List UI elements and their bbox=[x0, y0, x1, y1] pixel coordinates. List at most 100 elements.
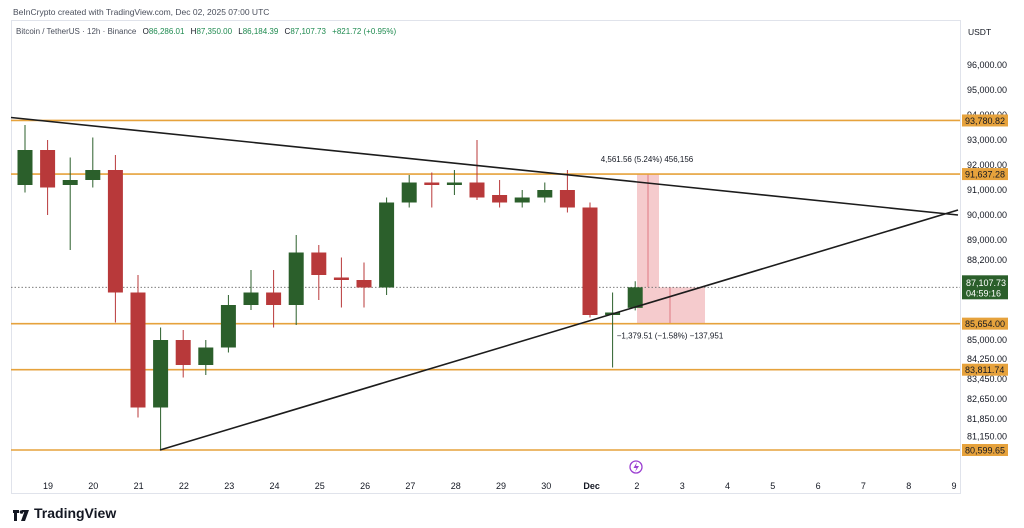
price-tick-label: 84,250.00 bbox=[967, 354, 1007, 364]
change-value: +821.72 (+0.95%) bbox=[332, 27, 397, 36]
descending-trendline bbox=[10, 116, 959, 216]
lightning-bolt-icon bbox=[633, 462, 639, 472]
level-price-label: 83,811.74 bbox=[965, 365, 1004, 375]
x-axis-label: 30 bbox=[541, 481, 551, 491]
level-price-label: 91,637.28 bbox=[965, 170, 1005, 180]
price-tick-label: 85,000.00 bbox=[967, 335, 1007, 345]
x-axis-label: 3 bbox=[680, 481, 685, 491]
tradingview-logo-icon bbox=[13, 507, 29, 521]
level-price-tag bbox=[962, 363, 1008, 376]
x-axis-label: 26 bbox=[360, 481, 370, 491]
low-label: L bbox=[238, 27, 243, 36]
candle-body bbox=[424, 182, 440, 185]
brand-name: TradingView bbox=[34, 505, 117, 521]
level-price-tag bbox=[962, 114, 1008, 127]
candle-body bbox=[62, 180, 78, 185]
low-value: 86,184.39 bbox=[242, 27, 279, 36]
open-label: O bbox=[142, 27, 149, 36]
symbol-legend: Bitcoin / TetherUS · 12h · Binance O86,2… bbox=[16, 27, 396, 36]
candle-body bbox=[175, 340, 191, 365]
level-price-label: 93,780.82 bbox=[965, 116, 1005, 126]
high-value: 87,350.00 bbox=[196, 27, 233, 36]
price-tick-label: 81,850.00 bbox=[967, 414, 1007, 424]
price-tick-label: 81,150.00 bbox=[967, 431, 1007, 441]
x-axis-label: 24 bbox=[269, 481, 279, 491]
candle-body bbox=[627, 287, 643, 308]
candle-body bbox=[379, 202, 395, 288]
price-tick-label: 92,000.00 bbox=[967, 160, 1007, 170]
x-axis-label: 25 bbox=[315, 481, 325, 491]
x-axis-label: 4 bbox=[725, 481, 730, 491]
level-price-tag bbox=[962, 168, 1008, 181]
candle-body bbox=[243, 292, 259, 305]
price-tick-label: 95,000.00 bbox=[967, 85, 1007, 95]
high-label: H bbox=[190, 27, 197, 36]
lower-measure-box bbox=[637, 287, 705, 324]
candle-body bbox=[107, 170, 123, 293]
x-axis-label: 2 bbox=[634, 481, 639, 491]
candle-body bbox=[220, 305, 236, 348]
x-axis-label: 23 bbox=[224, 481, 234, 491]
level-price-label: 85,654.00 bbox=[965, 319, 1005, 329]
current-price-tag bbox=[962, 275, 1008, 300]
candle-body bbox=[514, 197, 530, 203]
price-tick-label: 88,200.00 bbox=[967, 255, 1007, 265]
close-label: C bbox=[284, 27, 291, 36]
candle-body bbox=[582, 207, 598, 315]
candle-body bbox=[198, 347, 214, 365]
event-lightning-icon bbox=[629, 460, 643, 474]
candle-body bbox=[537, 190, 553, 198]
level-price-tag bbox=[962, 317, 1008, 330]
level-price-label: 80,599.65 bbox=[965, 446, 1005, 456]
chart-frame bbox=[11, 20, 961, 494]
candle-body bbox=[469, 182, 485, 198]
tradingview-logo: TradingView bbox=[13, 505, 116, 521]
x-axis-label: 21 bbox=[134, 481, 144, 491]
x-axis-label: 7 bbox=[861, 481, 866, 491]
currency-label[interactable]: USDT bbox=[968, 27, 992, 37]
price-tick-label: 82,650.00 bbox=[967, 394, 1007, 404]
candle-body bbox=[446, 182, 462, 185]
x-axis-label: 8 bbox=[906, 481, 911, 491]
lower-measure-label: −1,379.51 (−1.58%) −137,951 bbox=[617, 332, 724, 341]
level-price-tag bbox=[962, 444, 1008, 457]
candle-body bbox=[266, 292, 282, 305]
candle-body bbox=[559, 190, 575, 208]
candle-body bbox=[17, 150, 33, 185]
open-value: 86,286.01 bbox=[148, 27, 185, 36]
price-tick-label: 91,000.00 bbox=[967, 185, 1007, 195]
ascending-trendline bbox=[159, 209, 959, 451]
candle-body bbox=[85, 170, 101, 180]
candle-body bbox=[333, 277, 349, 280]
candle-body bbox=[356, 280, 372, 288]
x-axis-label: 22 bbox=[179, 481, 189, 491]
price-tick-label: 96,000.00 bbox=[967, 60, 1007, 70]
candle-body bbox=[130, 292, 146, 408]
candle-body bbox=[153, 340, 169, 408]
x-axis-label: 29 bbox=[496, 481, 506, 491]
close-value: 87,107.73 bbox=[290, 27, 326, 36]
chart-credit: BeInCrypto created with TradingView.com,… bbox=[13, 7, 270, 17]
candle-body bbox=[288, 252, 304, 305]
x-axis-label: 27 bbox=[405, 481, 415, 491]
countdown-label: 04:59:16 bbox=[966, 288, 1001, 298]
candle-body bbox=[311, 252, 327, 275]
x-axis-label: 28 bbox=[451, 481, 461, 491]
x-axis-label: 6 bbox=[816, 481, 821, 491]
x-axis-label: 20 bbox=[88, 481, 98, 491]
symbol-name: Bitcoin / TetherUS · 12h · Binance bbox=[16, 27, 137, 36]
x-axis-label: 9 bbox=[951, 481, 956, 491]
price-tick-label: 93,000.00 bbox=[967, 135, 1007, 145]
price-tick-label: 83,450.00 bbox=[967, 374, 1007, 384]
price-tick-label: 90,000.00 bbox=[967, 210, 1007, 220]
price-tick-label: 89,000.00 bbox=[967, 235, 1007, 245]
candle-body bbox=[401, 182, 417, 203]
x-axis-label: Dec bbox=[583, 481, 600, 491]
x-axis-label: 19 bbox=[43, 481, 53, 491]
upper-measure-label: 4,561.56 (5.24%) 456,156 bbox=[601, 155, 694, 164]
candle-body bbox=[492, 195, 508, 203]
x-axis-label: 5 bbox=[770, 481, 775, 491]
candle-body bbox=[40, 150, 56, 188]
current-price-label: 87,107.73 bbox=[966, 278, 1006, 288]
